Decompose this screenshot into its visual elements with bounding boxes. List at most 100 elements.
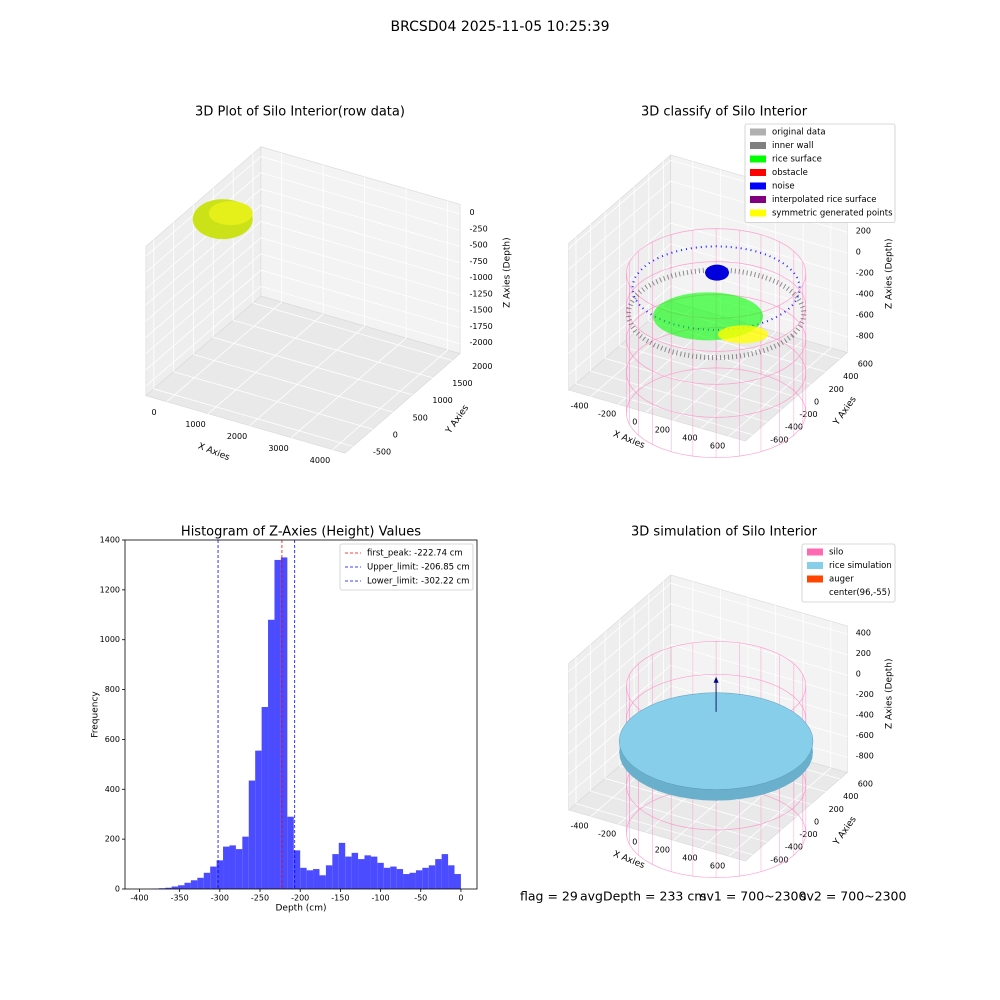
z-tick-label: -600: [856, 310, 874, 319]
x-tick-label: 3000: [268, 444, 288, 453]
y-tick-label: 1000: [432, 396, 452, 405]
legend-label: rice surface: [772, 155, 822, 165]
y-tick-label: 2000: [472, 362, 492, 371]
pane: [145, 295, 461, 454]
x-tick-label: 0: [151, 408, 156, 417]
legend-label: interpolated rice surface: [772, 195, 877, 205]
grid-line: [619, 199, 797, 398]
grid-line: [166, 152, 283, 403]
x-tick-label: 200: [655, 845, 670, 854]
legend-box: [744, 123, 896, 223]
bar: [332, 854, 339, 889]
bar: [358, 859, 365, 889]
bar: [319, 875, 326, 889]
legend-label: Upper_limit: -206.85 cm: [367, 563, 470, 573]
grid-line: [193, 205, 393, 413]
legend-swatch: [807, 548, 823, 556]
grid-line: [145, 237, 461, 338]
x-tick-label: -400: [570, 822, 588, 831]
status-text: sv2 = 700~2300: [800, 889, 906, 904]
legend-label: inner wall: [772, 141, 813, 151]
bar: [171, 886, 179, 889]
grid-line: [673, 185, 776, 421]
bar: [190, 880, 198, 889]
subplot-title: Histogram of Z-Axies (Height) Values: [181, 525, 421, 540]
subplot-title: 3D classify of Silo Interior: [641, 105, 808, 120]
legend-swatch: [750, 182, 766, 190]
subplot-title: 3D simulation of Silo Interior: [631, 525, 818, 540]
grid-line: [700, 193, 804, 429]
bar: [435, 859, 442, 889]
legend-swatch: [807, 575, 823, 583]
status-text: avgDepth = 233 cm: [580, 889, 706, 904]
grid-line: [568, 664, 848, 754]
grid-line: [728, 201, 832, 437]
y-axis-label: Frequency: [91, 691, 101, 738]
bar: [370, 856, 378, 889]
grid-line: [568, 644, 848, 734]
x-axis-label: X Axies: [611, 429, 646, 451]
bar: [364, 855, 371, 889]
x-tick-label: -400: [130, 894, 148, 903]
decor-obstacle: [705, 264, 730, 281]
bar: [422, 867, 429, 889]
y-tick-label: 800: [105, 685, 120, 694]
grid-line: [145, 204, 461, 306]
y-tick-label: 0: [115, 885, 120, 894]
bar: [448, 865, 455, 889]
y-tick-label: 200: [829, 385, 844, 394]
x-tick-label: -150: [331, 894, 349, 903]
z-tick-label: 200: [856, 649, 871, 658]
figure-title: BRCSD04 2025-11-05 10:25:39: [390, 19, 609, 35]
y-tick-label: 500: [413, 413, 428, 422]
x-tick-label: 600: [710, 441, 725, 450]
grid-line: [145, 188, 461, 289]
grid-line: [604, 211, 782, 410]
legend-swatch: [750, 155, 766, 163]
grid-line: [575, 237, 753, 436]
z-tick-label: -2000: [470, 338, 493, 347]
bar: [210, 866, 217, 889]
z-axis-label: Z Axies (Depth): [885, 238, 895, 309]
legend-label: silo: [829, 548, 843, 558]
x-tick-label: -50: [414, 894, 427, 903]
legend-swatch: [750, 142, 766, 149]
legend-box: [801, 543, 896, 603]
x-tick-label: -200: [598, 410, 616, 419]
x-axis-label: X Axies: [196, 441, 231, 463]
z-tick-label: -200: [856, 690, 874, 699]
plot-frame: [124, 539, 478, 890]
y-tick-label: 600: [858, 360, 873, 369]
x-tick-label: 200: [655, 425, 670, 434]
legend-label: noise: [772, 182, 795, 192]
decor-wall: [625, 267, 807, 361]
grid-line: [207, 164, 324, 415]
legend-label: symmetric generated points: [772, 209, 893, 219]
bar: [229, 845, 236, 889]
z-axis-label: Z Axies (Depth): [503, 237, 513, 308]
bar: [280, 557, 288, 889]
x-tick-label: 0: [632, 418, 637, 427]
x-axis-label: X Axies: [611, 849, 646, 871]
bar: [345, 856, 352, 889]
bar: [203, 872, 211, 889]
decor-auger: [713, 676, 719, 683]
axes-3d: 3D simulation of Silo Interior -400 -200 0 2…: [568, 525, 896, 879]
y-tick-label: 1400: [100, 536, 120, 545]
grid-line: [568, 201, 848, 291]
bar: [441, 854, 449, 889]
bar: [248, 780, 256, 889]
x-tick-label: 600: [710, 861, 725, 870]
decor-surface: [718, 325, 768, 344]
z-tick-label: -1750: [470, 322, 493, 331]
z-tick-label: -500: [470, 241, 488, 250]
y-tick-label: 200: [829, 805, 844, 814]
grid-line: [633, 186, 812, 385]
grid-line: [145, 172, 461, 273]
x-tick-label: -100: [371, 894, 389, 903]
z-axis-label: Z Axies (Depth): [885, 658, 895, 729]
grid-line: [145, 285, 461, 387]
legend-label: obstacle: [772, 168, 808, 178]
x-tick-label: -400: [570, 402, 588, 411]
